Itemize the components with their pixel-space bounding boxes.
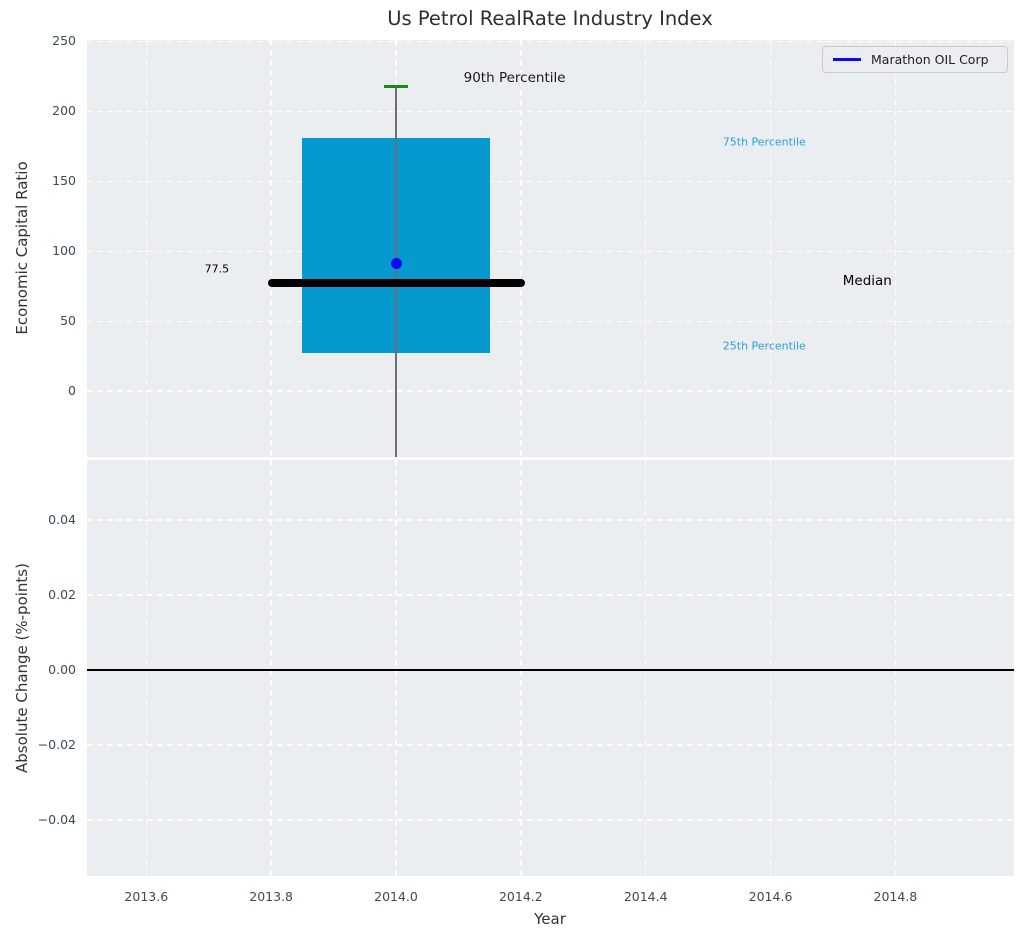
- median-line: [268, 278, 526, 287]
- gridline-vertical: [145, 460, 148, 876]
- gridline-vertical: [270, 460, 272, 876]
- annotation-77-5: 77.5: [204, 262, 230, 276]
- p90-whisker-cap: [384, 84, 408, 88]
- gridline-horizontal: [87, 110, 1014, 113]
- gridline-horizontal: [87, 250, 1014, 253]
- gridline-vertical: [769, 460, 772, 876]
- top-y-tick-label: 100: [52, 243, 76, 259]
- gridline-vertical: [769, 40, 772, 457]
- gridline-horizontal: [87, 594, 1014, 596]
- legend: Marathon OIL Corp: [822, 46, 1008, 73]
- bottom-y-tick-label: −0.02: [37, 736, 76, 752]
- gridline-vertical: [395, 460, 397, 876]
- top-y-tick-label: 50: [60, 313, 76, 329]
- x-axis-label: Year: [534, 910, 566, 928]
- chart-title: Us Petrol RealRate Industry Index: [387, 7, 713, 30]
- bottom-y-tick-label: 0.02: [48, 586, 76, 602]
- annotation-75th-percentile: 75th Percentile: [722, 135, 806, 149]
- gridline-horizontal: [87, 180, 1014, 183]
- annotation-median: Median: [842, 272, 892, 289]
- gridline-vertical: [270, 40, 272, 457]
- top-y-tick-label: 200: [52, 103, 76, 119]
- gridline-vertical: [644, 40, 647, 457]
- x-tick-label: 2014.2: [498, 889, 543, 904]
- x-tick-label: 2013.6: [124, 889, 169, 904]
- gridline-horizontal: [87, 40, 1014, 43]
- x-tick-label: 2014.0: [374, 889, 418, 904]
- bottom-plot-area: [87, 460, 1014, 876]
- gridline-horizontal: [87, 320, 1014, 322]
- gridline-vertical: [145, 40, 148, 457]
- x-tick-label: 2013.8: [249, 889, 294, 904]
- legend-label: Marathon OIL Corp: [871, 52, 989, 67]
- whisker-line: [395, 88, 397, 457]
- gridline-vertical: [894, 40, 897, 457]
- gridline-horizontal: [87, 744, 1014, 746]
- top-y-tick-label: 0: [68, 383, 76, 399]
- bottom-y-tick-label: 0.04: [48, 511, 76, 527]
- gridline-vertical: [644, 460, 647, 876]
- gridline-vertical: [520, 460, 522, 876]
- gridline-vertical: [520, 40, 522, 457]
- legend-line-marker: [833, 58, 861, 61]
- top-plot-area: 90th Percentile 75th Percentile Median 25th…: [87, 40, 1014, 457]
- bottom-y-tick-label: −0.04: [37, 811, 76, 827]
- zero-change-line: [87, 668, 1014, 671]
- x-tick-label: 2014.8: [873, 889, 918, 904]
- annotation-90th-percentile: 90th Percentile: [463, 69, 566, 86]
- gridline-horizontal: [87, 519, 1014, 521]
- gridline-horizontal: [87, 819, 1014, 821]
- gridline-vertical: [894, 460, 897, 876]
- x-tick-label: 2014.6: [748, 889, 793, 904]
- top-y-tick-label: 250: [52, 33, 76, 49]
- top-y-tick-label: 150: [52, 173, 76, 189]
- x-tick-label: 2014.4: [623, 889, 668, 904]
- annotation-25th-percentile: 25th Percentile: [722, 339, 806, 353]
- company-data-point: [390, 258, 402, 270]
- gridline-horizontal: [87, 390, 1014, 392]
- bottom-y-tick-label: 0.00: [48, 661, 76, 677]
